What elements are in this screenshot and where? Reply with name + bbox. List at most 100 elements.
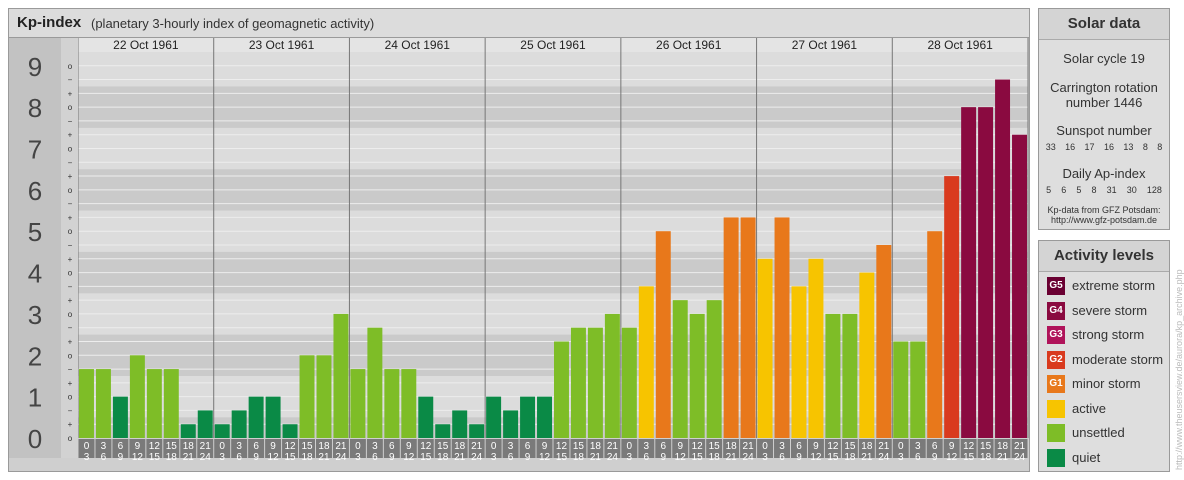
sunspot-label: Sunspot number (1056, 123, 1152, 138)
interval-cell (248, 439, 265, 458)
minor-tick-label: + (68, 172, 73, 181)
interval-start-label: 15 (844, 441, 856, 452)
kp-bar (944, 176, 960, 438)
interval-start-label: 18 (454, 441, 466, 452)
interval-start-label: 0 (355, 441, 361, 452)
legend-label: unsettled (1072, 425, 1125, 440)
interval-cell (316, 439, 332, 458)
kp-bar (604, 313, 620, 438)
interval-cell (723, 439, 740, 458)
interval-start-label: 18 (726, 441, 738, 452)
kp-bar (621, 327, 637, 438)
kp-bar (469, 424, 485, 438)
interval-start-label: 18 (590, 441, 602, 452)
minor-tick-label: + (68, 213, 73, 222)
legend-item: G2 moderate storm (1039, 349, 1169, 374)
minor-tick-label: o (68, 227, 73, 236)
interval-cell (774, 439, 790, 458)
legend-swatch: G3 (1047, 326, 1065, 344)
day-label: 24 Oct 1961 (385, 38, 451, 52)
interval-cell (197, 439, 214, 458)
interval-end-label: 6 (236, 452, 242, 463)
kp-bar (554, 341, 569, 438)
kp-bar (537, 396, 552, 438)
interval-end-label: 24 (878, 452, 890, 463)
kp-bar (367, 327, 383, 438)
interval-end-label: 24 (743, 452, 755, 463)
interval-end-label: 24 (1014, 452, 1026, 463)
minor-tick-label: − (68, 324, 73, 333)
kp-bar (214, 424, 230, 438)
kp-bar (995, 79, 1011, 439)
interval-start-label: 21 (335, 441, 347, 452)
y-tick-label: 8 (28, 93, 42, 123)
interval-start-label: 9 (542, 441, 548, 452)
interval-end-label: 6 (779, 452, 785, 463)
legend-label: minor storm (1072, 376, 1141, 391)
kp-bar (418, 396, 434, 438)
interval-cell (451, 439, 468, 458)
kp-bar (570, 327, 586, 438)
interval-start-label: 0 (627, 441, 633, 452)
interval-end-label: 6 (372, 452, 378, 463)
legend-swatch: G2 (1047, 350, 1065, 369)
kp-bar (79, 369, 94, 438)
minor-tick-label: o (68, 144, 73, 153)
kp-bar (435, 424, 451, 438)
kp-bar (927, 231, 943, 438)
interval-start-label: 21 (878, 441, 890, 452)
interval-start-label: 18 (861, 441, 873, 452)
interval-cell (841, 439, 858, 458)
interval-start-label: 12 (284, 441, 296, 452)
interval-cell (638, 439, 655, 458)
interval-end-label: 12 (810, 452, 822, 463)
minor-tick-label: − (68, 365, 73, 374)
interval-start-label: 15 (709, 441, 721, 452)
interval-end-label: 15 (827, 452, 839, 463)
y-tick-label: 4 (28, 259, 42, 289)
interval-end-label: 15 (692, 452, 704, 463)
interval-cell (994, 439, 1011, 458)
interval-start-label: 21 (200, 441, 212, 452)
interval-start-label: 12 (420, 441, 432, 452)
interval-end-label: 18 (573, 452, 585, 463)
kp-bar (112, 396, 128, 438)
minor-tick-label: − (68, 282, 73, 291)
interval-cell (485, 439, 502, 458)
legend-label: active (1072, 400, 1106, 416)
interval-start-label: 3 (915, 441, 921, 452)
interval-cell (366, 439, 383, 458)
interval-end-label: 18 (844, 452, 856, 463)
legend-swatch: G1 (1047, 375, 1065, 393)
legend-item: G4 severe storm (1039, 300, 1169, 325)
interval-end-label: 9 (525, 452, 531, 463)
day-label: 25 Oct 1961 (520, 38, 586, 52)
interval-end-label: 15 (284, 452, 296, 463)
kp-bar (706, 300, 722, 438)
interval-end-label: 15 (149, 452, 161, 463)
interval-start-label: 12 (556, 441, 568, 452)
kp-bar (180, 424, 196, 438)
interval-end-label: 3 (355, 452, 361, 463)
interval-end-label: 6 (915, 452, 921, 463)
interval-end-label: 9 (389, 452, 395, 463)
minor-tick-label: + (68, 296, 73, 305)
interval-cell (417, 439, 434, 458)
interval-start-label: 0 (84, 441, 90, 452)
interval-end-label: 9 (118, 452, 124, 463)
interval-cell (706, 439, 723, 458)
minor-tick-label: − (68, 200, 73, 209)
y-tick-label: 6 (28, 176, 42, 206)
kp-bar (248, 396, 264, 438)
interval-end-label: 24 (335, 452, 347, 463)
interval-end-label: 21 (318, 452, 330, 463)
interval-start-label: 18 (183, 441, 195, 452)
interval-cell (621, 439, 638, 458)
interval-cell (519, 439, 536, 458)
interval-start-label: 18 (997, 441, 1009, 452)
kp-bar (95, 369, 111, 438)
y-tick-label: 7 (28, 134, 42, 164)
interval-cell (655, 439, 672, 458)
interval-cell (163, 439, 180, 458)
legend-item: unsettled (1039, 422, 1169, 447)
